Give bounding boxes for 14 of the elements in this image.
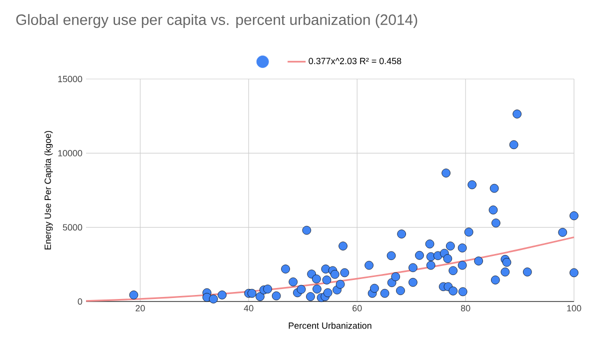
- x-tick-label: 40: [244, 305, 254, 312]
- y-tick-label: 15000: [58, 76, 82, 82]
- x-tick-label: 60: [352, 305, 362, 312]
- y-tick-label: 10000: [58, 150, 82, 156]
- chart-title: Global energy use per capita vs. percent urbanization (2014): [16, 14, 418, 28]
- y-axis-title: Energy Use Per Capita (kgoe): [44, 131, 53, 250]
- y-tick-label: 0: [78, 298, 82, 305]
- x-tick-label: 80: [460, 305, 470, 312]
- x-axis-title: Percent Urbanization: [288, 322, 372, 329]
- y-tick-label: 5000: [62, 224, 82, 231]
- line-series: [85, 236, 575, 302]
- legend-label: 0.377x^2.03 R² = 0.458: [308, 58, 402, 64]
- x-tick-label: 20: [136, 305, 145, 312]
- x-tick-label: 100: [567, 305, 582, 312]
